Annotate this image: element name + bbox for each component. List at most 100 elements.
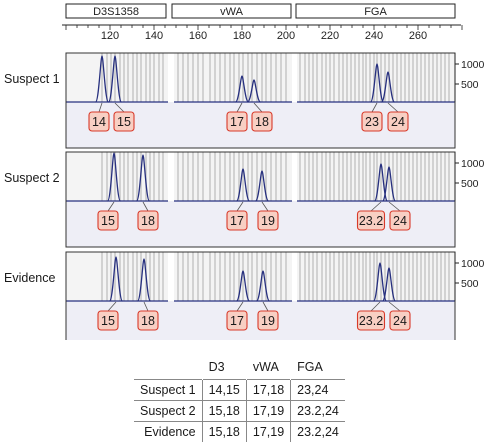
rfu-tick-label: 500 bbox=[461, 79, 479, 91]
axis-tick-label: 140 bbox=[145, 30, 163, 42]
allele-peak bbox=[381, 166, 397, 202]
profile-panels: 14 15 17 18 23 24 1000 500 Suspect 1 15 18 17 19 23.2… bbox=[4, 52, 485, 340]
allele-peak bbox=[235, 168, 251, 202]
allele-label-box bbox=[97, 310, 119, 331]
allele-label: 19 bbox=[261, 214, 275, 228]
allele-label: 14 bbox=[92, 115, 106, 129]
marker-label: D3S1358 bbox=[93, 6, 139, 18]
allele-peak bbox=[106, 152, 122, 202]
table-cell: 17,19 bbox=[245, 421, 291, 442]
allele-label: 23 bbox=[365, 115, 379, 129]
locus-plot-bg bbox=[174, 252, 292, 301]
marker-header: D3S1358 vWA FGA bbox=[65, 3, 456, 19]
table-cell: 15,18 bbox=[201, 400, 247, 422]
table-row-label: Suspect 1 bbox=[134, 379, 203, 401]
allele-peak bbox=[372, 262, 388, 302]
profile-panel: 15 18 17 19 23.2 24 1000 500 Suspect 2 bbox=[4, 151, 485, 248]
genotype-table: D3 vWA FGA Suspect 1 14,15 17,18 23,24 S… bbox=[134, 358, 345, 442]
allele-label: 18 bbox=[255, 115, 269, 129]
allele-label: 18 bbox=[141, 314, 155, 328]
marker-box bbox=[171, 3, 292, 19]
peak-leader bbox=[253, 102, 263, 113]
allele-label-box bbox=[137, 310, 159, 331]
peak-leader bbox=[387, 102, 399, 113]
table-row: Evidence 15,18 17,19 23.2,24 bbox=[134, 421, 345, 442]
axis-tick-label: 120 bbox=[101, 30, 119, 42]
peak-leader bbox=[388, 301, 401, 312]
axis-tick-label: 260 bbox=[409, 30, 427, 42]
allele-peak bbox=[380, 71, 396, 103]
allele-label: 17 bbox=[230, 314, 244, 328]
table-header-d3: D3 bbox=[208, 360, 225, 374]
allele-peak bbox=[108, 256, 124, 302]
allele-label-box bbox=[113, 111, 135, 132]
allele-label-box bbox=[389, 310, 411, 331]
allele-label: 15 bbox=[101, 314, 115, 328]
table-header-fga: FGA bbox=[297, 360, 323, 374]
profile-label: Evidence bbox=[4, 271, 55, 285]
allele-label: 18 bbox=[141, 214, 155, 228]
allele-label: 19 bbox=[261, 314, 275, 328]
table-corner bbox=[134, 358, 202, 380]
table-cell: 17,18 bbox=[245, 379, 291, 401]
peak-leader bbox=[371, 102, 378, 113]
table-cell: 23,24 bbox=[290, 379, 345, 401]
table-row-label: Evidence bbox=[134, 421, 203, 442]
electropherogram-figure: D3S1358 vWA FGA 120 140 160 180 200 220 240 260 1… bbox=[4, 3, 485, 340]
allele-peak bbox=[254, 170, 270, 202]
axis-tick-label: 220 bbox=[321, 30, 339, 42]
allele-label: 24 bbox=[391, 115, 405, 129]
profile-panel: 15 18 17 19 23.2 24 1000 500 Evidence bbox=[4, 251, 485, 340]
allele-label-box bbox=[387, 111, 409, 132]
allele-label-box bbox=[137, 210, 159, 231]
allele-label-box bbox=[257, 210, 279, 231]
allele-label-box bbox=[356, 210, 386, 231]
allele-peak bbox=[246, 79, 262, 103]
allele-peak bbox=[94, 55, 110, 103]
peak-leader bbox=[107, 301, 117, 312]
marker-label: FGA bbox=[364, 6, 387, 18]
allele-label-box bbox=[88, 111, 110, 132]
profile-label: Suspect 1 bbox=[4, 72, 60, 86]
allele-label-box bbox=[389, 210, 411, 231]
peak-leader bbox=[261, 201, 269, 212]
allele-peak bbox=[107, 55, 123, 103]
peak-leader bbox=[262, 301, 269, 312]
allele-peak bbox=[381, 267, 397, 302]
allele-peak bbox=[255, 270, 271, 302]
allele-peak bbox=[136, 258, 152, 302]
table-cell: 23.2,24 bbox=[290, 400, 345, 422]
peak-leader bbox=[98, 102, 103, 113]
rfu-tick-label: 1000 bbox=[461, 258, 485, 270]
profile-label: Suspect 2 bbox=[4, 171, 60, 185]
peak-leader bbox=[236, 102, 243, 113]
allele-label: 15 bbox=[117, 115, 131, 129]
peak-leader bbox=[114, 102, 125, 113]
allele-label-box bbox=[257, 310, 279, 331]
locus-plot-bg bbox=[297, 152, 455, 201]
locus-plot-bg bbox=[297, 53, 455, 102]
axis-tick-label: 180 bbox=[233, 30, 251, 42]
table-row-label: Suspect 2 bbox=[134, 400, 203, 422]
marker-box bbox=[295, 3, 456, 19]
peak-leader bbox=[370, 201, 382, 212]
allele-label: 23.2 bbox=[359, 214, 383, 228]
axis-tick-label: 200 bbox=[277, 30, 295, 42]
table-row: Suspect 1 14,15 17,18 23,24 bbox=[134, 379, 345, 401]
allele-peak bbox=[234, 75, 250, 103]
peak-leader bbox=[370, 301, 381, 312]
locus-plot-bg bbox=[174, 53, 292, 102]
allele-label: 17 bbox=[230, 115, 244, 129]
allele-label-box bbox=[97, 210, 119, 231]
marker-box bbox=[65, 3, 167, 19]
allele-label-box bbox=[361, 111, 383, 132]
allele-label: 24 bbox=[393, 214, 407, 228]
allele-label: 15 bbox=[101, 214, 115, 228]
peak-leader bbox=[236, 201, 244, 212]
table-cell: 17,19 bbox=[245, 400, 291, 422]
allele-peak bbox=[135, 154, 151, 202]
rfu-tick-label: 1000 bbox=[461, 59, 485, 71]
peak-leader bbox=[143, 301, 149, 312]
profile-panel: 14 15 17 18 23 24 1000 500 Suspect 1 bbox=[4, 52, 485, 149]
peak-leader bbox=[236, 301, 244, 312]
